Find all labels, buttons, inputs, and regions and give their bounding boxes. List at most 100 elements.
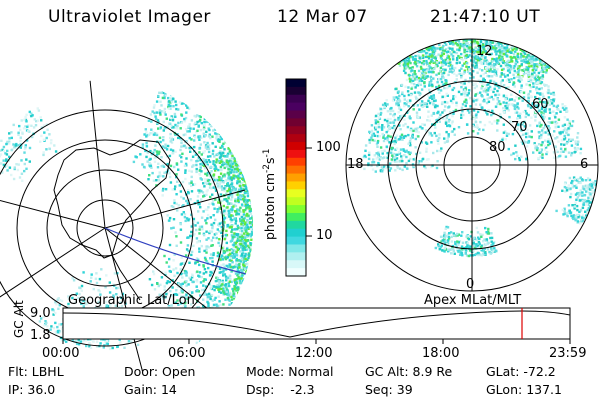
emission-pixel: [474, 245, 478, 248]
emission-pixel: [371, 168, 375, 171]
emission-pixel: [547, 140, 550, 143]
emission-pixel: [420, 88, 424, 91]
emission-pixel: [589, 201, 593, 204]
emission-pixel: [449, 67, 452, 71]
emission-pixel: [461, 231, 464, 234]
emission-pixel: [222, 258, 224, 260]
colorbar-band: [286, 118, 306, 127]
emission-pixel: [185, 280, 187, 282]
emission-pixel: [512, 66, 516, 70]
emission-pixel: [552, 99, 555, 103]
emission-pixel: [24, 125, 26, 127]
emission-pixel: [446, 60, 449, 63]
emission-pixel: [474, 120, 477, 123]
emission-pixel: [456, 247, 459, 250]
emission-pixel: [176, 181, 178, 183]
emission-pixel: [484, 243, 488, 246]
colorbar-band: [286, 260, 306, 269]
emission-pixel: [247, 190, 249, 192]
emission-pixel: [165, 145, 167, 147]
emission-pixel: [442, 52, 445, 55]
emission-pixel: [448, 70, 451, 73]
emission-pixel: [423, 165, 426, 168]
emission-pixel: [469, 245, 472, 248]
lat-label-70: 70: [511, 120, 528, 135]
emission-pixel: [167, 280, 169, 282]
emission-pixel: [547, 133, 550, 136]
emission-pixel: [444, 118, 448, 122]
emission-pixel: [400, 155, 403, 158]
emission-pixel: [476, 59, 480, 62]
emission-pixel: [173, 275, 175, 277]
emission-pixel: [228, 147, 230, 149]
emission-pixel: [185, 294, 187, 296]
emission-pixel: [239, 250, 241, 252]
emission-pixel: [444, 235, 447, 238]
emission-pixel: [203, 234, 205, 236]
emission-pixel: [410, 76, 413, 79]
emission-pixel: [462, 43, 465, 46]
emission-pixel: [169, 176, 171, 178]
emission-pixel: [563, 138, 566, 141]
emission-pixel: [538, 100, 542, 104]
emission-pixel: [162, 145, 164, 147]
emission-pixel: [142, 146, 144, 148]
emission-pixel: [465, 235, 468, 238]
emission-pixel: [244, 253, 246, 255]
emission-pixel: [236, 272, 238, 274]
emission-pixel: [93, 288, 95, 290]
emission-pixel: [462, 113, 465, 117]
emission-pixel: [460, 67, 463, 70]
emission-pixel: [231, 252, 233, 254]
emission-pixel: [552, 151, 556, 154]
emission-pixel: [502, 94, 506, 97]
emission-pixel: [168, 219, 170, 221]
emission-pixel: [425, 59, 428, 63]
emission-pixel: [180, 156, 182, 158]
emission-pixel: [538, 121, 541, 124]
emission-pixel: [239, 211, 241, 213]
emission-pixel: [198, 290, 200, 292]
emission-pixel: [452, 248, 455, 251]
emission-pixel: [156, 154, 158, 156]
emission-pixel: [76, 343, 78, 345]
emission-pixel: [535, 101, 538, 104]
emission-pixel: [391, 140, 394, 143]
emission-pixel: [465, 62, 469, 65]
emission-pixel: [443, 247, 446, 250]
emission-pixel: [215, 146, 217, 148]
emission-pixel: [186, 272, 188, 274]
emission-pixel: [50, 325, 52, 327]
emission-pixel: [107, 343, 109, 345]
emission-pixel: [474, 47, 477, 50]
emission-pixel: [417, 131, 420, 134]
emission-pixel: [218, 135, 220, 137]
emission-pixel: [460, 116, 463, 119]
emission-pixel: [461, 110, 464, 113]
emission-pixel: [533, 143, 537, 147]
emission-pixel: [81, 290, 83, 292]
emission-pixel: [428, 119, 431, 122]
emission-pixel: [473, 39, 477, 42]
emission-pixel: [587, 203, 590, 206]
emission-pixel: [476, 71, 479, 74]
emission-pixel: [430, 134, 434, 137]
emission-pixel: [582, 199, 585, 203]
emission-pixel: [418, 151, 422, 154]
emission-pixel: [570, 144, 574, 147]
emission-pixel: [237, 247, 239, 249]
emission-pixel: [37, 120, 39, 122]
emission-pixel: [461, 82, 465, 86]
emission-pixel: [507, 59, 510, 62]
emission-pixel: [443, 234, 446, 237]
emission-pixel: [396, 166, 400, 170]
emission-pixel: [427, 115, 430, 118]
emission-pixel: [374, 119, 377, 122]
emission-pixel: [439, 66, 443, 70]
emission-pixel: [497, 43, 500, 47]
emission-pixel: [508, 98, 512, 101]
emission-pixel: [218, 141, 220, 143]
emission-pixel: [207, 260, 209, 262]
emission-pixel: [478, 242, 481, 245]
emission-pixel: [451, 69, 454, 73]
